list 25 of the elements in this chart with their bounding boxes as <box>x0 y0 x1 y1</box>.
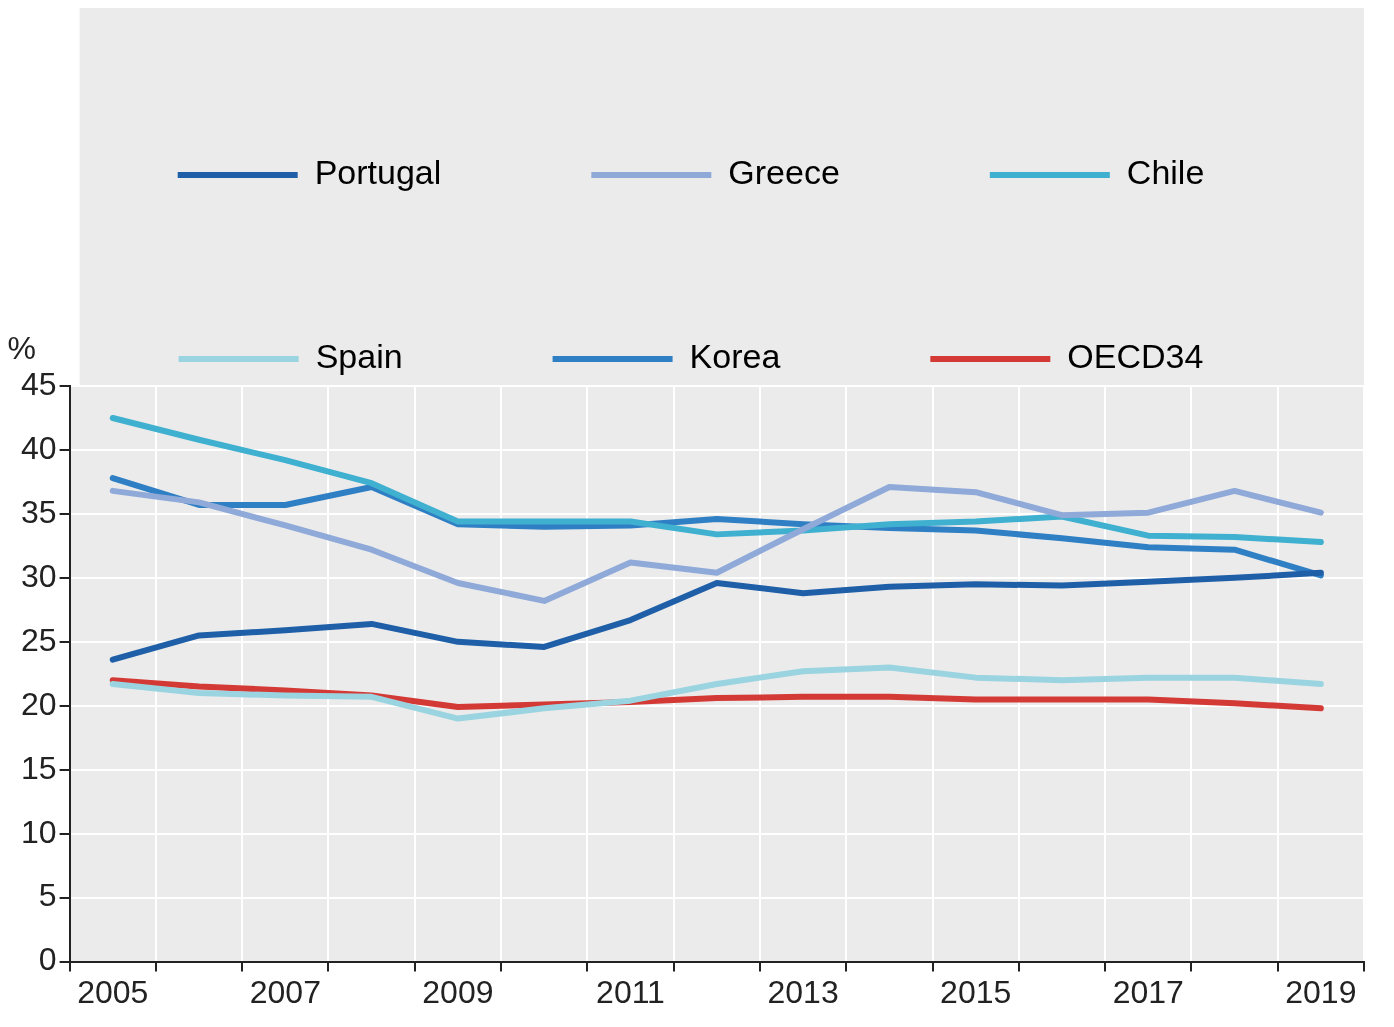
y-tick-label: 0 <box>38 941 57 978</box>
legend-label: Spain <box>315 337 403 376</box>
x-tick-label: 2017 <box>1112 973 1184 1010</box>
y-tick-label: 10 <box>21 813 57 850</box>
y-tick-label: 20 <box>21 685 57 722</box>
x-tick-label: 2009 <box>422 973 494 1010</box>
y-tick-label: 30 <box>21 557 57 594</box>
y-tick-label: 25 <box>21 621 57 658</box>
y-tick-label: 15 <box>21 749 57 786</box>
legend-label: Greece <box>728 153 840 192</box>
y-tick-label: 5 <box>38 877 57 914</box>
y-tick-label: 40 <box>21 429 57 466</box>
x-tick-label: 2011 <box>596 973 665 1010</box>
x-tick-label: 2005 <box>77 973 149 1010</box>
x-tick-label: 2019 <box>1285 973 1357 1010</box>
y-tick-label: 45 <box>21 365 57 402</box>
x-tick-label: 2013 <box>767 973 839 1010</box>
legend-label: OECD34 <box>1067 337 1204 376</box>
y-tick-label: 35 <box>21 493 57 530</box>
legend-label: Chile <box>1126 153 1205 192</box>
legend-label: Portugal <box>314 153 442 192</box>
x-tick-label: 2007 <box>249 973 321 1010</box>
legend-label: Korea <box>689 337 781 376</box>
x-tick-label: 2015 <box>940 973 1012 1010</box>
y-axis-title: % <box>7 329 36 366</box>
